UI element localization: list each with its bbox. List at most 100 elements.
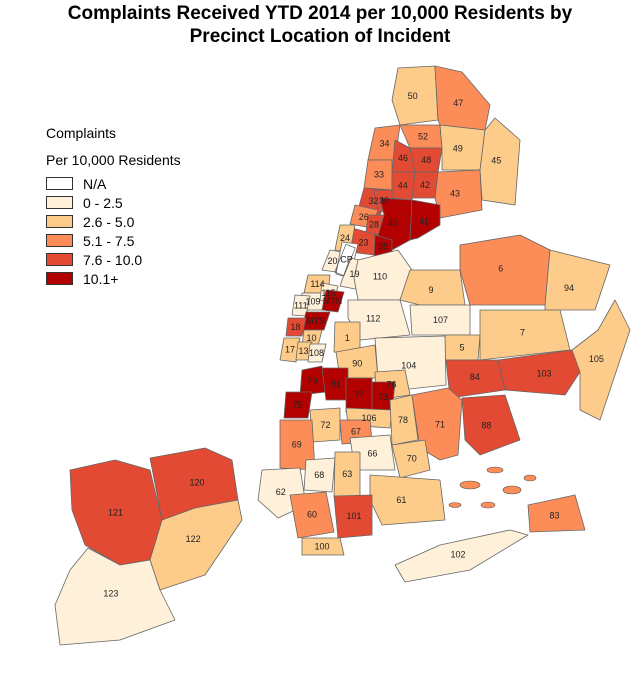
precinct-label: 5 (459, 343, 464, 353)
precinct-label: 106 (361, 413, 376, 423)
precinct-label: 41 (419, 217, 429, 227)
precinct-label: 67 (351, 427, 361, 437)
precinct-73[interactable] (389, 394, 419, 446)
precinct-label: 32 (368, 196, 378, 206)
legend-label: 2.6 - 5.0 (83, 213, 135, 230)
precinct-106[interactable] (461, 394, 521, 456)
precinct-label: 33 (374, 170, 384, 180)
map-title-line-2: Precinct Location of Incident (189, 26, 451, 47)
precinct-63[interactable] (369, 474, 446, 526)
precinct-label: 62 (276, 487, 286, 497)
legend-item: 7.6 - 10.0 (46, 250, 181, 269)
map-title: Complaints Received YTD 2014 per 10,000 … (0, 2, 640, 48)
legend-title-line-2: Per 10,000 Residents (46, 152, 181, 168)
legend-item: 2.6 - 5.0 (46, 212, 181, 231)
precinct-label: 114 (310, 279, 324, 289)
precinct-61[interactable] (333, 494, 373, 539)
precinct-label: 108 (309, 348, 324, 358)
precinct-label: 44 (398, 181, 408, 191)
precinct-label: 121 (108, 508, 123, 518)
precinct-label: 104 (401, 360, 416, 370)
precinct-6[interactable] (285, 317, 307, 337)
legend-swatch (46, 177, 73, 190)
precinct-label: 101 (346, 511, 361, 521)
precinct-101[interactable] (527, 494, 586, 533)
legend-label: 10.1+ (83, 270, 119, 287)
legend-swatch (46, 272, 73, 285)
central-park-outline (334, 243, 356, 277)
precinct-label: 47 (453, 98, 463, 108)
precinct-label: 9 (428, 285, 433, 295)
legend-title: Complaints Per 10,000 Residents (46, 120, 181, 174)
precinct-111[interactable] (544, 249, 611, 311)
precinct-label: 61 (396, 495, 406, 505)
precinct-43[interactable] (434, 169, 483, 219)
precinct-label: 23 (358, 238, 368, 248)
precinct-17[interactable] (321, 289, 345, 313)
precinct-label: 48 (421, 155, 431, 165)
precinct-label: 69 (292, 440, 302, 450)
precinct-label: 73 (378, 392, 388, 402)
precinct-label: 25 (378, 242, 388, 252)
precinct-label: 26 (359, 212, 369, 222)
precinct-label: 122 (186, 534, 201, 544)
precinct-label: 77 (354, 390, 364, 400)
precinct-label: 102 (450, 550, 465, 560)
legend-swatch (46, 215, 73, 228)
map-legend: Complaints Per 10,000 Residents N/A 0 - … (46, 120, 181, 288)
precinct-label: 90 (352, 358, 362, 368)
precinct-62[interactable] (289, 491, 335, 539)
precinct-label: CP (340, 255, 353, 265)
precinct-label: 19 (349, 269, 359, 279)
precinct-label: 83 (549, 511, 559, 521)
precinct-label: 78 (398, 415, 408, 425)
precinct-label: 123 (103, 589, 118, 599)
precinct-60[interactable] (301, 537, 345, 556)
precinct-1[interactable] (279, 337, 301, 363)
precinct-label: 110 (373, 271, 387, 281)
precinct-label: 1 (345, 333, 350, 343)
precinct-label: 10 (306, 333, 316, 343)
legend-label: N/A (83, 175, 107, 192)
precinct-label: 49 (453, 144, 463, 154)
precinct-label: 88 (481, 421, 491, 431)
precinct-label: 94 (564, 283, 574, 293)
precinct-label: 40 (388, 218, 398, 228)
precinct-label: 79 (307, 376, 317, 386)
precinct-label: 30 (379, 196, 389, 206)
precinct-label: 112 (366, 314, 380, 324)
precinct-69[interactable] (391, 439, 431, 479)
precinct-label: 24 (340, 233, 350, 243)
precinct-41[interactable] (409, 199, 441, 241)
jamaica-bay-islands (448, 466, 537, 509)
legend-swatch (46, 253, 73, 266)
precinct-label: 103 (536, 368, 551, 378)
precinct-label: 42 (420, 180, 430, 190)
precinct-50[interactable] (391, 65, 439, 126)
map-title-line-1: Complaints Received YTD 2014 per 10,000 … (67, 3, 573, 24)
precinct-49[interactable] (439, 124, 486, 171)
precinct-105[interactable] (571, 299, 631, 421)
legend-item: 5.1 - 7.5 (46, 231, 181, 250)
precinct-label: 84 (470, 372, 480, 382)
precinct-7[interactable] (307, 343, 327, 363)
precinct-label: 111 (294, 301, 308, 311)
precinct-label: 7 (520, 328, 525, 338)
precinct-123[interactable] (54, 547, 176, 646)
precinct-label: 71 (435, 419, 445, 429)
precinct-109[interactable] (459, 234, 551, 306)
precinct-66[interactable] (303, 457, 336, 493)
precinct-76[interactable] (283, 391, 313, 419)
precinct-label: 13 (298, 346, 308, 356)
precinct-label: 115 (321, 288, 335, 298)
precinct-label: 20 (327, 256, 337, 266)
precinct-label: 72 (320, 420, 330, 430)
precinct-label: 75 (292, 400, 302, 410)
precinct-label: 120 (189, 477, 204, 487)
precinct-100[interactable] (394, 529, 529, 583)
precinct-label: 46 (398, 153, 408, 163)
precinct-label: MTS (306, 316, 325, 326)
precinct-label: 105 (589, 354, 604, 364)
precinct-102[interactable] (445, 359, 506, 399)
